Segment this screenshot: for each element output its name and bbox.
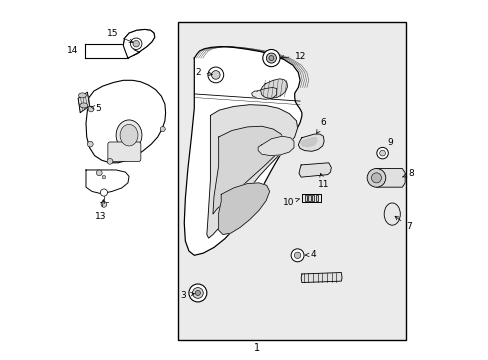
Circle shape xyxy=(379,150,385,156)
Text: 1: 1 xyxy=(253,343,260,353)
Text: 14: 14 xyxy=(67,46,79,55)
Circle shape xyxy=(371,173,381,183)
Polygon shape xyxy=(260,79,287,98)
Bar xyxy=(178,22,405,339)
Polygon shape xyxy=(298,134,324,151)
Circle shape xyxy=(195,291,200,296)
Text: 8: 8 xyxy=(402,169,413,178)
Polygon shape xyxy=(373,168,405,187)
Circle shape xyxy=(262,49,280,67)
Polygon shape xyxy=(86,80,165,163)
Polygon shape xyxy=(251,87,276,99)
Polygon shape xyxy=(258,136,293,156)
Ellipse shape xyxy=(120,125,138,146)
Polygon shape xyxy=(301,273,341,283)
Circle shape xyxy=(87,141,93,147)
Circle shape xyxy=(133,41,139,47)
Text: 4: 4 xyxy=(305,250,316,259)
Circle shape xyxy=(366,168,385,187)
Bar xyxy=(315,195,317,201)
Polygon shape xyxy=(123,30,155,58)
Circle shape xyxy=(376,147,387,159)
Text: 9: 9 xyxy=(386,138,392,147)
Bar xyxy=(311,195,314,201)
Polygon shape xyxy=(86,170,129,194)
Text: 6: 6 xyxy=(316,118,325,134)
Circle shape xyxy=(294,252,300,258)
Circle shape xyxy=(96,170,102,176)
Circle shape xyxy=(188,284,206,302)
Circle shape xyxy=(290,249,304,262)
Text: 2: 2 xyxy=(195,68,212,77)
Text: 11: 11 xyxy=(317,174,328,189)
Polygon shape xyxy=(301,194,320,202)
Polygon shape xyxy=(184,46,301,255)
Circle shape xyxy=(207,67,223,83)
Circle shape xyxy=(192,288,203,298)
Text: 7: 7 xyxy=(394,216,411,231)
Bar xyxy=(304,195,306,201)
Polygon shape xyxy=(218,183,269,234)
Circle shape xyxy=(130,38,142,49)
Ellipse shape xyxy=(78,93,86,98)
Text: 5: 5 xyxy=(90,104,101,113)
Bar xyxy=(308,195,310,201)
Circle shape xyxy=(100,189,107,196)
Circle shape xyxy=(88,106,94,112)
Circle shape xyxy=(266,53,276,63)
Circle shape xyxy=(268,55,273,60)
Circle shape xyxy=(101,202,106,207)
Circle shape xyxy=(211,71,220,79)
Polygon shape xyxy=(301,138,316,147)
Text: 15: 15 xyxy=(106,30,133,42)
Polygon shape xyxy=(212,126,284,214)
Ellipse shape xyxy=(384,203,400,225)
Text: 13: 13 xyxy=(95,200,106,221)
Text: 10: 10 xyxy=(282,198,299,207)
Text: 12: 12 xyxy=(280,52,305,61)
Circle shape xyxy=(160,127,165,132)
Polygon shape xyxy=(78,92,89,113)
Polygon shape xyxy=(206,105,297,238)
Text: 3: 3 xyxy=(180,291,194,300)
Ellipse shape xyxy=(80,103,88,108)
FancyBboxPatch shape xyxy=(108,142,141,161)
Polygon shape xyxy=(298,163,330,177)
Circle shape xyxy=(107,158,113,164)
Circle shape xyxy=(102,175,105,179)
Ellipse shape xyxy=(116,120,142,150)
